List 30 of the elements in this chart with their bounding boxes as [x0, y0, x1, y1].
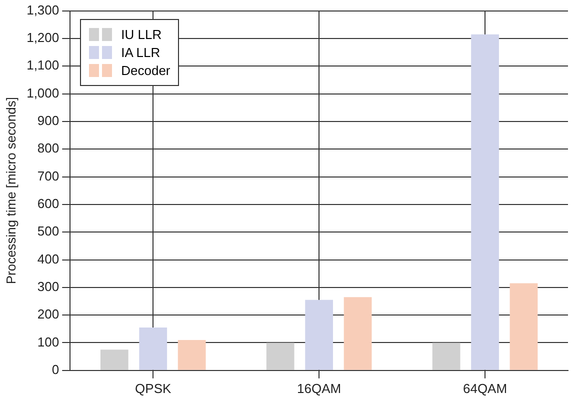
- bar: [100, 350, 128, 370]
- y-tick-label: 900: [37, 113, 60, 128]
- bar: [432, 342, 460, 370]
- bar: [178, 340, 206, 370]
- legend-label: Decoder: [121, 62, 170, 78]
- y-tick-label: 1,000: [26, 85, 60, 100]
- y-tick-label: 200: [37, 306, 60, 322]
- x-tick-label: 16QAM: [297, 380, 342, 396]
- bar: [139, 328, 168, 370]
- y-tick-label: 1,300: [26, 2, 60, 18]
- bar: [471, 34, 499, 370]
- y-tick-label: 1,100: [26, 58, 60, 73]
- y-axis-title: Processing time [micro seconds]: [3, 97, 18, 284]
- bar: [344, 297, 372, 370]
- y-tick-label: 500: [37, 224, 60, 239]
- y-tick-label: 0: [52, 362, 60, 377]
- bar: [510, 283, 538, 370]
- bar: [305, 300, 334, 370]
- x-tick-label: QPSK: [135, 380, 172, 396]
- y-tick-label: 800: [37, 140, 60, 156]
- y-tick-label: 700: [37, 168, 60, 184]
- bar: [266, 342, 294, 370]
- y-tick-label: 100: [37, 334, 60, 350]
- y-tick-label: 1,200: [26, 30, 60, 46]
- y-tick-label: 400: [37, 251, 60, 266]
- x-tick-label: 64QAM: [462, 380, 508, 396]
- legend-label: IU LLR: [121, 26, 162, 42]
- y-tick-label: 300: [37, 278, 60, 294]
- legend-label: IA LLR: [121, 44, 160, 60]
- y-tick-label: 600: [37, 196, 60, 212]
